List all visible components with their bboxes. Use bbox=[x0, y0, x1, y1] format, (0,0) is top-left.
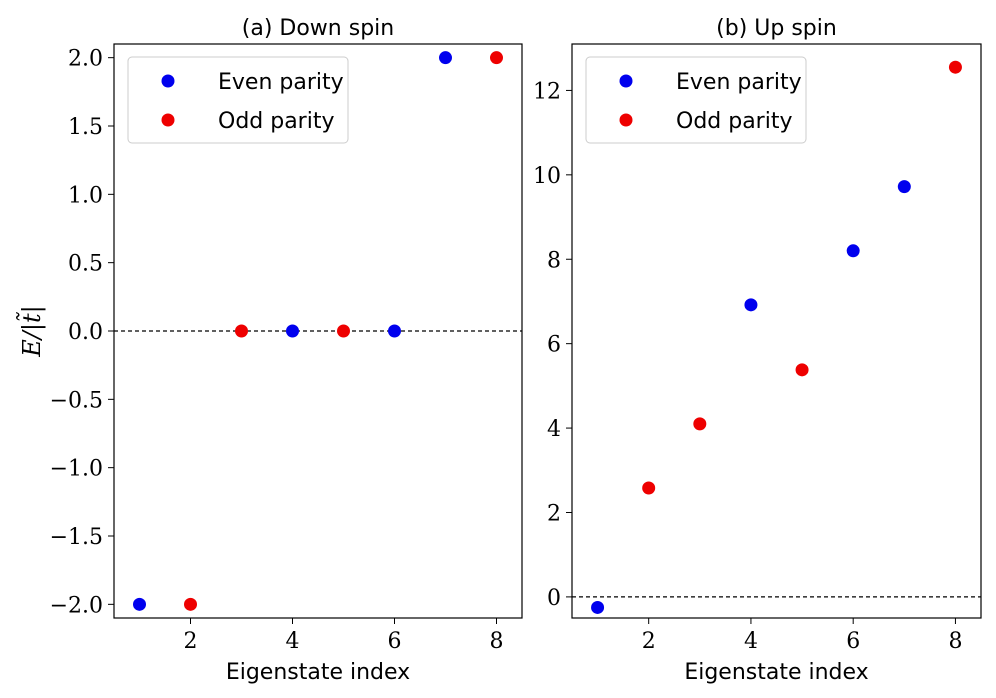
legend-marker-even bbox=[161, 74, 175, 88]
legend: Even parity Odd parity bbox=[585, 56, 807, 144]
y-axis-label: E/|t̃| bbox=[15, 305, 47, 357]
even-parity-point bbox=[846, 244, 860, 258]
y-tick-label: 0.0 bbox=[68, 320, 103, 345]
odd-parity-point bbox=[184, 597, 197, 611]
x-tick-label: 6 bbox=[846, 629, 860, 654]
odd-parity-point bbox=[337, 324, 350, 338]
panel-title: (b) Up spin bbox=[716, 16, 837, 41]
x-tick-label: 8 bbox=[948, 629, 962, 654]
legend-box bbox=[585, 56, 807, 144]
legend-label: Even parity bbox=[218, 70, 344, 95]
y-tick-label: −2.0 bbox=[50, 593, 103, 618]
odd-parity-point bbox=[642, 481, 656, 495]
x-tick-label: 2 bbox=[642, 629, 656, 654]
y-tick-label: 4 bbox=[547, 417, 561, 442]
y-tick-label: 12 bbox=[533, 79, 561, 104]
legend-box bbox=[127, 56, 349, 144]
even-parity-point bbox=[133, 597, 146, 611]
x-tick-label: 8 bbox=[490, 629, 504, 654]
plot-frame bbox=[571, 43, 982, 619]
x-axis-label: Eigenstate index bbox=[226, 660, 410, 685]
y-tick-label: −0.5 bbox=[50, 388, 103, 413]
y-tick-label: 1.0 bbox=[68, 183, 103, 208]
legend-label: Odd parity bbox=[676, 109, 793, 134]
x-axis-label: Eigenstate index bbox=[684, 660, 868, 685]
x-tick-label: 4 bbox=[744, 629, 758, 654]
y-tick-label: 2 bbox=[547, 501, 561, 526]
odd-parity-point bbox=[948, 60, 962, 74]
panel-a: (a) Down spin 2 4 6 8 −2.0 −1.5 −1.0 −0.5 0.0 0.5 1… bbox=[15, 16, 523, 685]
panel-b: (b) Up spin 2 4 6 8 0 2 4 6 8 10 12 Eigenstate index… bbox=[533, 16, 982, 685]
y-tick-label: −1.0 bbox=[50, 457, 103, 482]
y-tick-label: 1.5 bbox=[68, 115, 103, 140]
y-tick-label: 0 bbox=[547, 586, 561, 611]
panel-title: (a) Down spin bbox=[242, 16, 394, 41]
odd-parity-point bbox=[490, 51, 503, 65]
plot-frame bbox=[113, 43, 523, 619]
legend-label: Even parity bbox=[676, 70, 802, 95]
odd-parity-point bbox=[795, 363, 809, 377]
legend-marker-odd bbox=[161, 113, 175, 127]
y-tick-label: 10 bbox=[533, 164, 561, 189]
even-parity-point bbox=[591, 600, 605, 614]
even-parity-point bbox=[439, 51, 452, 65]
legend-marker-odd bbox=[619, 113, 633, 127]
y-tick-label: 0.5 bbox=[68, 252, 103, 277]
y-tick-label: 8 bbox=[547, 248, 561, 273]
legend-label: Odd parity bbox=[218, 109, 335, 134]
even-parity-point bbox=[744, 298, 758, 312]
odd-parity-point bbox=[235, 324, 248, 338]
legend: Even parity Odd parity bbox=[127, 56, 349, 144]
x-tick-label: 6 bbox=[388, 629, 402, 654]
even-parity-point bbox=[897, 180, 911, 194]
even-parity-point bbox=[388, 324, 401, 338]
x-tick-label: 2 bbox=[184, 629, 198, 654]
legend-marker-even bbox=[619, 74, 633, 88]
y-tick-label: 2.0 bbox=[68, 47, 103, 72]
y-tick-label: −1.5 bbox=[50, 525, 103, 550]
even-parity-point bbox=[286, 324, 299, 338]
x-tick-label: 4 bbox=[286, 629, 300, 654]
odd-parity-point bbox=[693, 417, 707, 431]
y-tick-label: 6 bbox=[547, 333, 561, 358]
